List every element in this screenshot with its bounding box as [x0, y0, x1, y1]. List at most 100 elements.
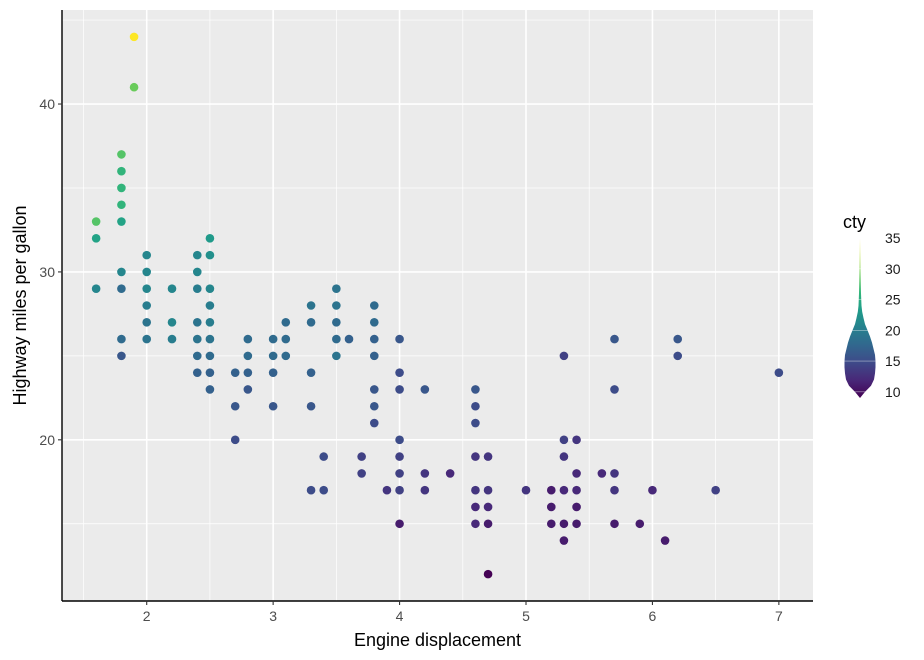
data-point	[559, 519, 569, 529]
data-point	[420, 469, 430, 478]
data-point	[471, 452, 480, 461]
legend: cty 10 15 20 25 30 35	[843, 212, 901, 400]
data-point	[357, 469, 366, 478]
data-point	[205, 334, 215, 344]
data-point	[117, 183, 126, 193]
data-point	[243, 334, 253, 344]
data-point	[610, 469, 619, 478]
data-point	[281, 334, 291, 344]
data-point	[268, 334, 278, 344]
data-point	[142, 317, 152, 327]
data-point	[559, 452, 569, 461]
data-point	[483, 519, 493, 529]
data-point	[395, 519, 404, 529]
data-point	[117, 334, 126, 344]
data-point	[344, 334, 354, 344]
data-point	[117, 200, 126, 210]
plot-panel	[62, 10, 813, 601]
data-point	[572, 435, 581, 445]
y-tick-label: 40	[39, 96, 55, 112]
data-point	[572, 485, 581, 495]
data-point	[357, 452, 366, 461]
data-point	[395, 469, 404, 478]
data-point	[142, 301, 152, 310]
data-point	[648, 485, 657, 495]
data-point	[471, 418, 480, 428]
data-point	[382, 485, 392, 495]
legend-ticks: 10 15 20 25 30 35	[844, 230, 901, 400]
data-point	[319, 485, 329, 495]
x-tick-label: 2	[143, 608, 151, 624]
data-point	[332, 351, 341, 361]
x-tick-label: 4	[396, 608, 404, 624]
data-points	[91, 32, 784, 579]
data-point	[369, 385, 379, 394]
data-point	[395, 435, 404, 445]
data-point	[471, 385, 480, 394]
data-point	[167, 334, 177, 344]
legend-tick-label: 25	[885, 292, 901, 308]
data-point	[610, 385, 619, 394]
data-point	[205, 351, 215, 361]
data-point	[483, 502, 493, 512]
data-point	[243, 368, 253, 377]
data-point	[395, 452, 404, 461]
y-tick-label: 30	[39, 264, 55, 280]
data-point	[445, 469, 455, 478]
data-point	[559, 536, 569, 545]
data-point	[521, 485, 531, 495]
data-point	[230, 435, 240, 445]
data-point	[243, 385, 253, 394]
data-point	[471, 502, 480, 512]
data-point	[117, 150, 126, 159]
data-point	[205, 368, 215, 377]
data-point	[610, 334, 619, 344]
data-point	[483, 485, 493, 495]
x-tick-label: 5	[522, 608, 530, 624]
data-point	[559, 351, 569, 361]
axes	[61, 10, 813, 602]
data-point	[142, 267, 152, 277]
data-point	[268, 368, 278, 377]
data-point	[230, 368, 240, 377]
data-point	[610, 485, 619, 495]
data-point	[117, 166, 126, 176]
data-point	[420, 385, 430, 394]
x-tick-labels: 2 3 4 5 6 7	[143, 601, 783, 624]
data-point	[205, 234, 215, 243]
data-point	[711, 485, 720, 495]
data-point	[306, 301, 316, 310]
x-tick-label: 3	[269, 608, 277, 624]
data-point	[369, 401, 379, 411]
data-point	[230, 401, 240, 411]
data-point	[572, 519, 581, 529]
legend-tick-label: 20	[885, 322, 901, 338]
data-point	[142, 284, 152, 294]
data-point	[192, 250, 202, 260]
data-point	[572, 469, 581, 478]
data-point	[597, 469, 607, 478]
data-point	[774, 368, 784, 377]
data-point	[332, 334, 341, 344]
data-point	[572, 502, 581, 512]
data-point	[471, 519, 480, 529]
data-point	[369, 301, 379, 310]
y-tick-labels: 20 30 40	[39, 96, 62, 448]
data-point	[129, 82, 139, 92]
data-point	[306, 401, 316, 411]
data-point	[395, 334, 404, 344]
data-point	[559, 485, 569, 495]
legend-tick-label: 10	[885, 384, 901, 400]
legend-tick-label: 15	[885, 353, 901, 369]
data-point	[471, 485, 480, 495]
data-point	[91, 217, 101, 226]
data-point	[117, 351, 126, 361]
data-point	[129, 32, 139, 42]
y-tick-label: 20	[39, 432, 55, 448]
data-point	[192, 334, 202, 344]
data-point	[167, 284, 177, 294]
data-point	[369, 317, 379, 327]
data-point	[192, 267, 202, 277]
data-point	[319, 452, 329, 461]
data-point	[91, 284, 101, 294]
